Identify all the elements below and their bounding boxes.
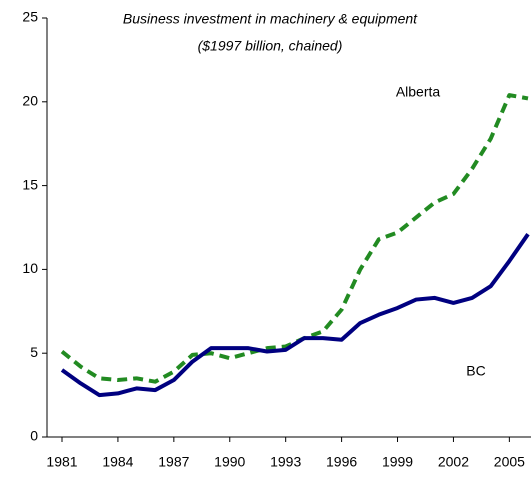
chart-title: Business investment in machinery & equip… — [123, 11, 418, 27]
x-tick-label: 1990 — [214, 454, 245, 470]
x-tick-label: 1987 — [158, 454, 189, 470]
x-tick-label: 1999 — [382, 454, 413, 470]
y-tick-label: 25 — [22, 9, 38, 25]
y-tick-label: 20 — [22, 93, 38, 109]
series-line — [60, 93, 529, 384]
y-tick-label: 5 — [30, 344, 38, 360]
y-tick-label: 10 — [22, 260, 38, 276]
series-label: BC — [466, 363, 485, 379]
series-label: Alberta — [396, 84, 441, 100]
x-tick-label: 1984 — [102, 454, 133, 470]
series-line — [60, 233, 530, 398]
y-tick-label: 0 — [30, 428, 38, 444]
x-tick-label: 2005 — [494, 454, 525, 470]
x-tick-label: 1981 — [46, 454, 77, 470]
x-tick-label: 2002 — [438, 454, 469, 470]
chart-subtitle: ($1997 billion, chained) — [198, 38, 343, 54]
y-tick-label: 15 — [22, 176, 38, 192]
x-tick-label: 1993 — [270, 454, 301, 470]
x-tick-label: 1996 — [326, 454, 357, 470]
